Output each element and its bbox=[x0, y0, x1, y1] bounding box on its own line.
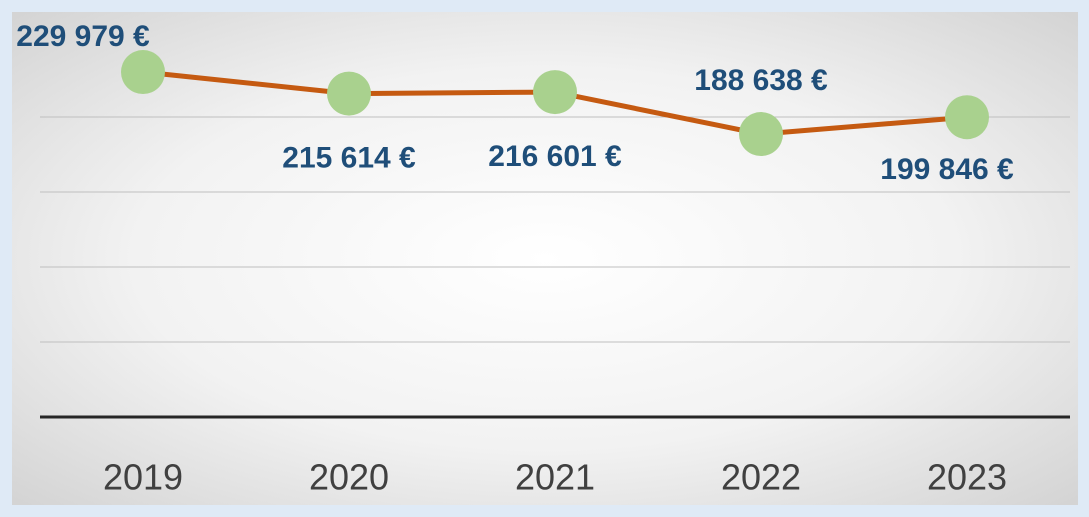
marker bbox=[739, 112, 783, 157]
data-label: 215 614 € bbox=[282, 142, 416, 175]
x-tick-label: 2019 bbox=[103, 457, 183, 498]
marker bbox=[327, 71, 371, 116]
x-tick-label: 2023 bbox=[927, 457, 1007, 498]
x-tick-label: 2022 bbox=[721, 457, 801, 498]
data-label: 216 601 € bbox=[488, 140, 622, 173]
data-label: 188 638 € bbox=[694, 64, 828, 97]
x-tick-label: 2020 bbox=[309, 457, 389, 498]
x-tick-label: 2021 bbox=[515, 457, 595, 498]
marker bbox=[533, 70, 577, 115]
data-label: 229 979 € bbox=[16, 20, 150, 53]
marker bbox=[121, 50, 165, 95]
data-label: 199 846 € bbox=[880, 153, 1014, 186]
marker bbox=[945, 95, 989, 140]
